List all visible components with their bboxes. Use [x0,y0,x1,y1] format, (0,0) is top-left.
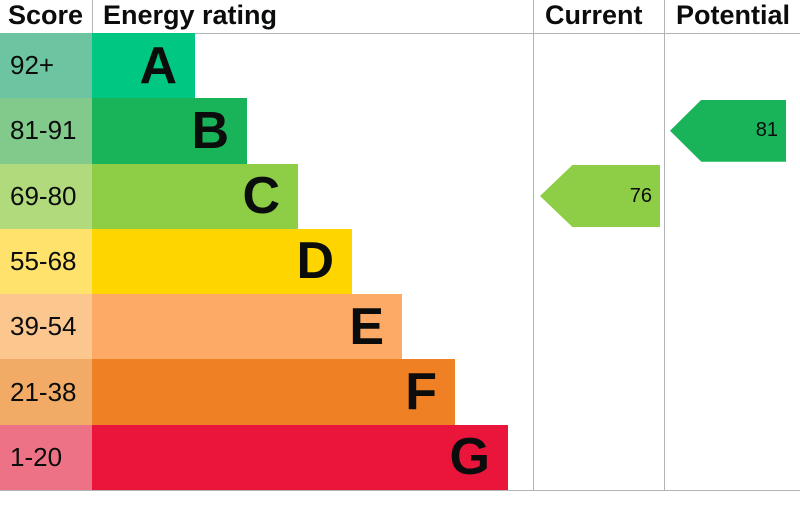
band-letter-f: F [405,363,437,422]
band-row-e: 39-54 E [0,294,533,360]
band-row-d: 55-68 D [0,228,533,295]
band-row-f: 21-38 F [0,359,533,425]
band-row-a: 92+ A [0,33,533,99]
current-rating-arrow: 76 [540,165,660,228]
score-range-a: 92+ [0,33,92,99]
score-range-g: 1-20 [0,424,92,490]
band-letter-d: D [296,232,334,291]
band-bar-c: C [92,163,298,229]
band-letter-a: A [139,36,177,95]
current-rating-value: 76 [629,184,652,207]
header-bottom-border [0,33,800,34]
score-range-c: 69-80 [0,163,92,229]
band-bar-a: A [92,33,195,99]
current-column-divider [533,0,534,490]
score-range-e: 39-54 [0,294,92,360]
header-score: Score [8,0,84,30]
chart-bottom-border [0,490,800,491]
header-current: Current [545,0,643,30]
score-range-d: 55-68 [0,228,92,295]
header-energy-rating: Energy rating [103,0,278,30]
band-row-c: 69-80 C [0,163,533,229]
band-bar-g: G [92,424,508,490]
band-letter-c: C [242,167,280,226]
band-bar-b: B [92,98,247,164]
score-column-divider [92,0,93,33]
band-bar-d: D [92,228,352,295]
potential-rating-arrow: 81 [670,99,786,162]
header-potential: Potential [676,0,791,30]
band-bar-f: F [92,359,455,425]
score-range-f: 21-38 [0,359,92,425]
band-letter-e: E [349,297,384,356]
band-bar-e: E [92,294,402,360]
potential-column-divider [664,0,665,490]
band-letter-b: B [191,101,229,160]
score-range-b: 81-91 [0,98,92,164]
potential-rating-value: 81 [755,119,778,142]
band-letter-g: G [449,428,490,487]
band-row-b: 81-91 B [0,98,533,164]
band-row-g: 1-20 G [0,424,533,490]
